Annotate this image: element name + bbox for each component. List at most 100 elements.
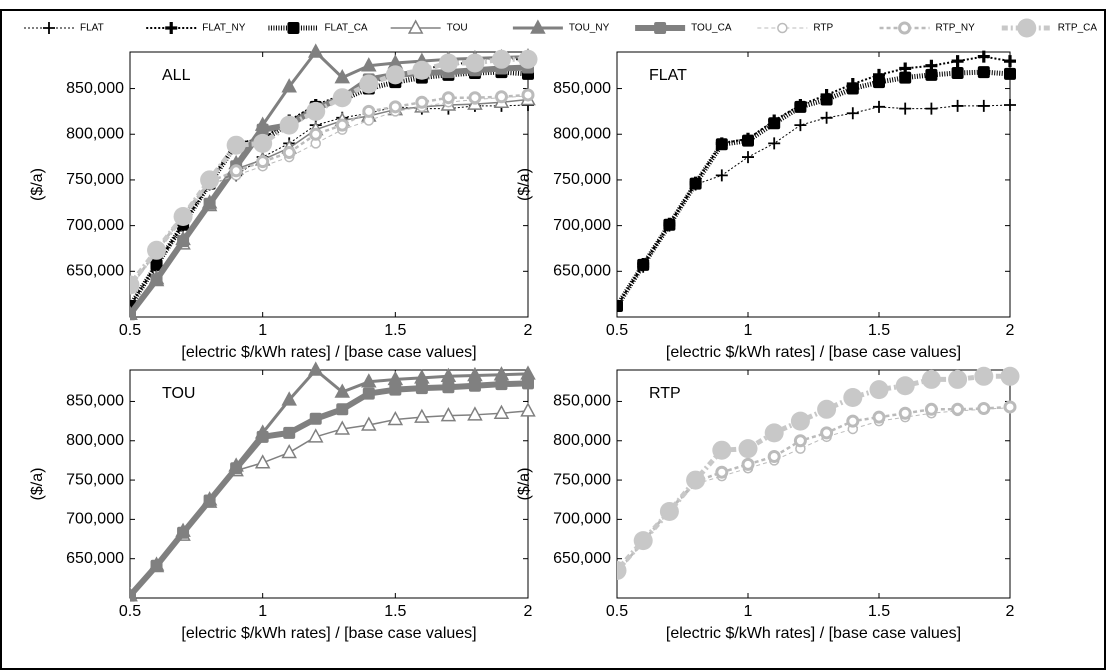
marker: [951, 55, 964, 68]
x-tick-label: 1: [258, 322, 267, 339]
marker: [1003, 400, 1017, 414]
marker: [334, 383, 351, 398]
legend-label: TOU: [447, 23, 468, 34]
marker: [229, 164, 243, 178]
marker: [281, 391, 297, 406]
marker: [895, 376, 915, 396]
marker: [522, 377, 534, 390]
marker: [1004, 67, 1016, 80]
marker: [659, 502, 679, 522]
marker: [712, 440, 732, 460]
panel-title: TOU: [162, 385, 195, 402]
series-line: [130, 380, 529, 598]
x-tick-label: 0.5: [119, 322, 141, 339]
marker: [974, 366, 994, 386]
marker: [794, 100, 807, 113]
legend-label: FLAT: [80, 23, 104, 34]
marker: [442, 381, 455, 394]
marker: [495, 378, 508, 391]
marker: [1004, 55, 1016, 68]
marker: [361, 373, 377, 388]
marker: [977, 402, 991, 416]
marker: [281, 78, 297, 93]
marker: [336, 403, 349, 416]
legend-label: FLAT_CA: [324, 23, 367, 34]
marker: [307, 43, 324, 58]
legend-marker: [898, 21, 912, 35]
marker: [332, 88, 352, 108]
marker: [412, 60, 432, 80]
series-group: [617, 50, 1016, 313]
y-axis-label: ($/a): [516, 168, 533, 201]
x-tick-label: 1: [744, 603, 753, 620]
marker: [617, 300, 623, 313]
marker: [715, 169, 728, 182]
marker: [617, 560, 627, 580]
marker: [281, 443, 297, 459]
y-tick-label: 800,000: [553, 125, 611, 142]
panel-title: RTP: [649, 385, 681, 402]
marker: [767, 449, 781, 463]
y-tick-label: 750,000: [553, 471, 611, 488]
marker: [977, 66, 990, 79]
y-tick-label: 650,000: [553, 263, 611, 280]
series-line: [617, 55, 1011, 307]
marker: [230, 462, 243, 475]
legend-marker: [165, 22, 178, 34]
marker: [925, 102, 938, 115]
marker: [1004, 99, 1016, 111]
legend-marker: [287, 22, 300, 34]
marker: [768, 137, 781, 150]
legend-label: RTP_CA: [1058, 23, 1098, 34]
series-line: [130, 55, 529, 307]
marker: [415, 382, 428, 395]
marker: [820, 93, 833, 106]
marker: [307, 361, 324, 376]
marker: [335, 118, 349, 132]
marker: [256, 430, 269, 443]
marker: [899, 102, 912, 115]
x-tick-label: 2: [524, 603, 533, 620]
marker: [253, 133, 273, 153]
legend-marker: [1017, 18, 1037, 38]
series-line: [617, 407, 1011, 574]
x-tick-label: 1.5: [868, 322, 890, 339]
marker: [309, 412, 322, 425]
marker: [385, 65, 405, 85]
marker: [843, 388, 863, 408]
marker: [203, 197, 216, 210]
x-axis-label: [electric $/kWh rates] / [base case valu…: [666, 625, 961, 642]
series-line: [130, 95, 529, 289]
legend-label: FLAT_NY: [202, 23, 245, 34]
plot-area: [616, 51, 1011, 318]
marker: [764, 423, 784, 443]
marker: [130, 275, 140, 295]
marker: [977, 99, 990, 112]
marker: [440, 407, 457, 422]
marker: [254, 454, 271, 469]
marker: [924, 402, 938, 416]
marker: [309, 127, 323, 141]
y-tick-label: 650,000: [553, 550, 611, 567]
marker: [899, 71, 912, 84]
marker: [387, 410, 404, 426]
marker: [951, 99, 964, 112]
marker: [951, 402, 965, 416]
marker: [256, 155, 270, 169]
marker: [130, 589, 136, 602]
marker: [872, 410, 886, 424]
x-tick-label: 1.5: [868, 603, 890, 620]
marker: [414, 408, 430, 423]
x-tick-label: 2: [1006, 322, 1015, 339]
x-axis-label: [electric $/kWh rates] / [base case valu…: [181, 625, 476, 642]
marker: [633, 531, 653, 551]
x-tick-label: 2: [1006, 603, 1015, 620]
marker: [951, 67, 964, 80]
marker: [925, 68, 938, 81]
marker: [686, 470, 706, 490]
marker: [817, 399, 837, 419]
marker: [663, 218, 676, 231]
frame: [0, 9, 1106, 670]
plot-area: [129, 51, 529, 318]
